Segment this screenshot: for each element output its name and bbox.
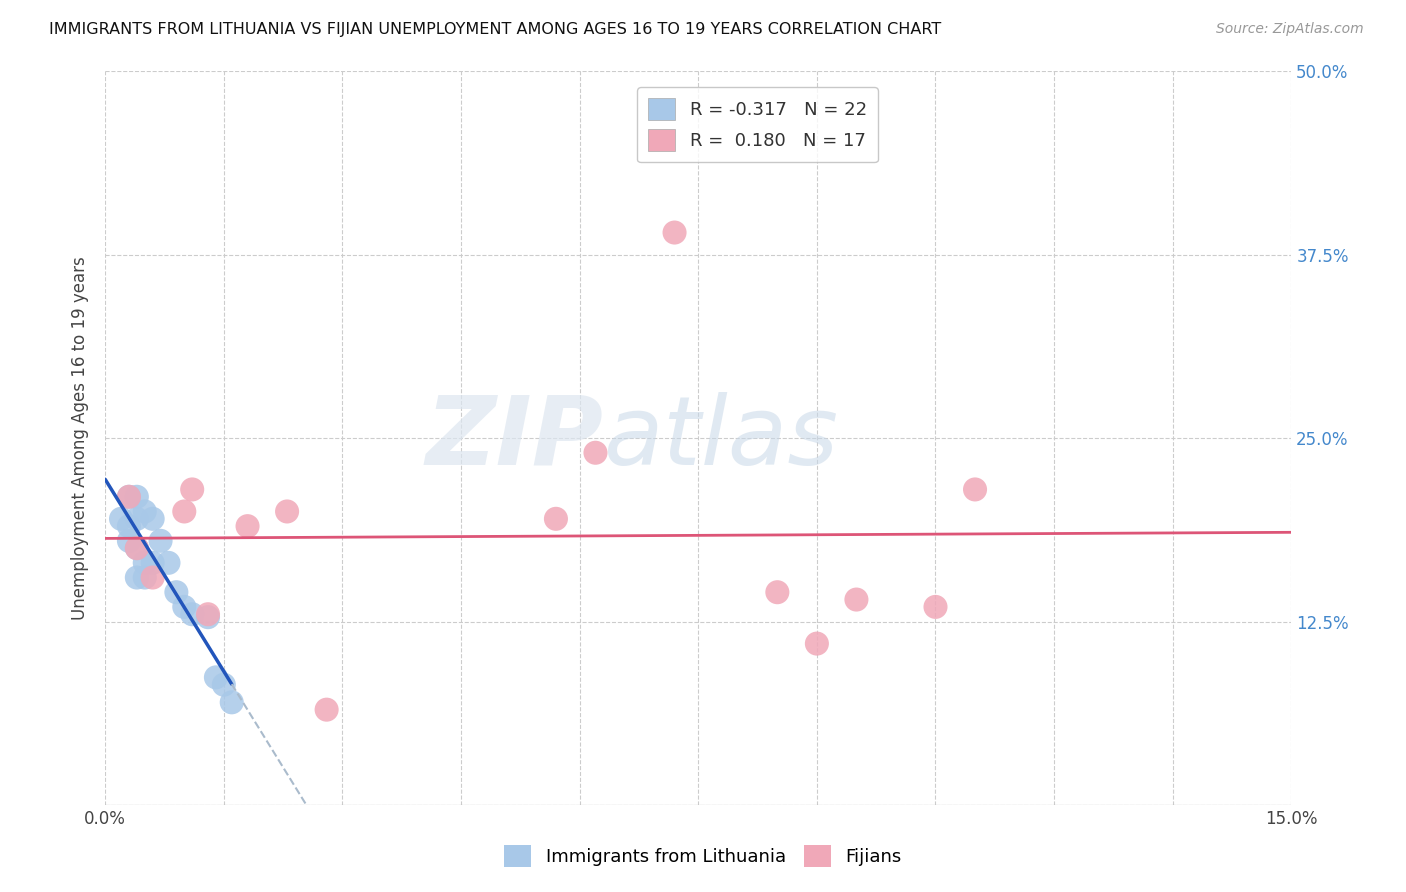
Point [134,504,156,518]
Point [142,512,165,526]
Legend: R = -0.317   N = 22, R =  0.180   N = 17: R = -0.317 N = 22, R = 0.180 N = 17 [637,87,877,162]
Point [125,541,148,556]
Point [125,490,148,504]
Point [173,599,195,614]
Point [205,670,228,684]
Point [315,703,337,717]
Point [173,504,195,518]
Point [134,556,156,570]
Point [118,519,141,533]
Point [110,512,132,526]
Point [276,504,298,518]
Point [125,541,148,556]
Point [157,556,180,570]
Text: ZIP: ZIP [426,392,603,484]
Y-axis label: Unemployment Among Ages 16 to 19 years: Unemployment Among Ages 16 to 19 years [72,256,89,620]
Point [197,607,219,622]
Legend: Immigrants from Lithuania, Fijians: Immigrants from Lithuania, Fijians [498,838,908,874]
Text: Source: ZipAtlas.com: Source: ZipAtlas.com [1216,22,1364,37]
Point [544,512,567,526]
Point [963,483,986,497]
Point [221,695,243,709]
Point [165,585,187,599]
Point [664,226,686,240]
Point [212,678,235,692]
Point [118,490,141,504]
Point [845,592,868,607]
Point [142,556,165,570]
Point [125,570,148,584]
Point [134,570,156,584]
Point [585,446,607,460]
Point [118,533,141,548]
Point [766,585,789,599]
Point [142,570,165,584]
Point [125,512,148,526]
Text: atlas: atlas [603,392,838,484]
Point [181,607,204,622]
Point [236,519,259,533]
Point [181,483,204,497]
Point [924,599,946,614]
Point [149,533,172,548]
Point [197,610,219,624]
Point [118,490,141,504]
Text: IMMIGRANTS FROM LITHUANIA VS FIJIAN UNEMPLOYMENT AMONG AGES 16 TO 19 YEARS CORRE: IMMIGRANTS FROM LITHUANIA VS FIJIAN UNEM… [49,22,942,37]
Point [806,637,828,651]
